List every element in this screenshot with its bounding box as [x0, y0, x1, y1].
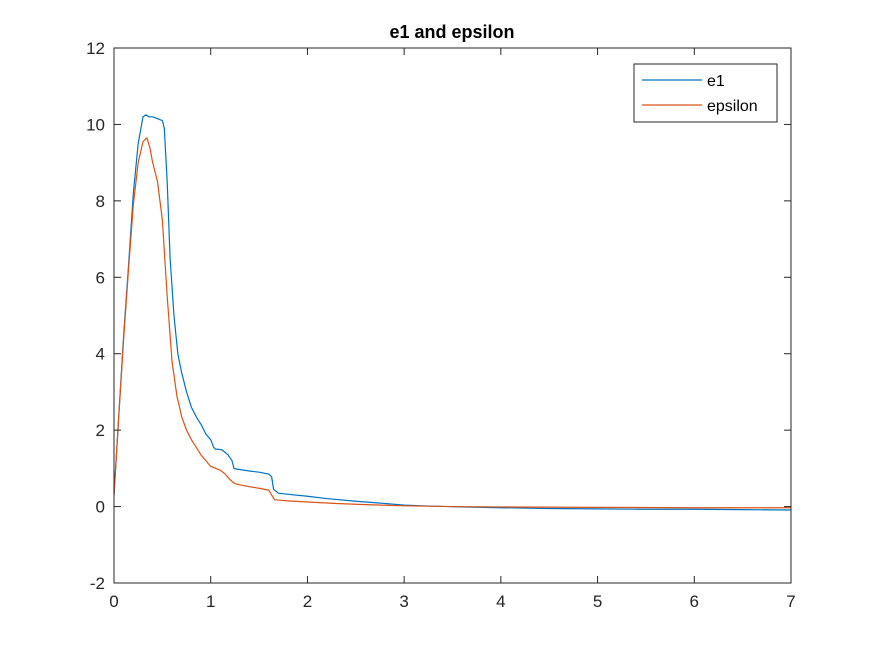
legend: e1 epsilon — [633, 63, 778, 123]
y-tick-label: -2 — [90, 574, 105, 593]
x-tick-label: 0 — [109, 592, 118, 611]
y-tick-label: 6 — [96, 268, 105, 287]
y-tick-label: 10 — [86, 115, 105, 134]
x-tick-label: 4 — [496, 592, 505, 611]
series-line-epsilon — [113, 137, 791, 509]
y-tick-label: 2 — [96, 421, 105, 440]
x-tick-label: 7 — [786, 592, 795, 611]
series-line-e1 — [113, 114, 792, 511]
x-tick-label: 5 — [593, 592, 602, 611]
x-tick-label: 2 — [303, 592, 312, 611]
axes-box — [113, 47, 792, 584]
legend-label-e1: e1 — [707, 73, 725, 90]
plot-area — [114, 48, 791, 583]
chart-title: e1 and epsilon — [389, 22, 514, 42]
series-layer — [113, 114, 792, 511]
x-tick-label: 3 — [399, 592, 408, 611]
y-tick-label: 8 — [96, 192, 105, 211]
legend-label-epsilon: epsilon — [707, 98, 758, 115]
x-tick-label: 6 — [690, 592, 699, 611]
y-tick-label: 12 — [86, 39, 105, 58]
x-tick-label: 1 — [206, 592, 215, 611]
y-tick-label: 0 — [96, 498, 105, 517]
legend-box — [633, 63, 778, 123]
y-tick-label: 4 — [96, 345, 105, 364]
